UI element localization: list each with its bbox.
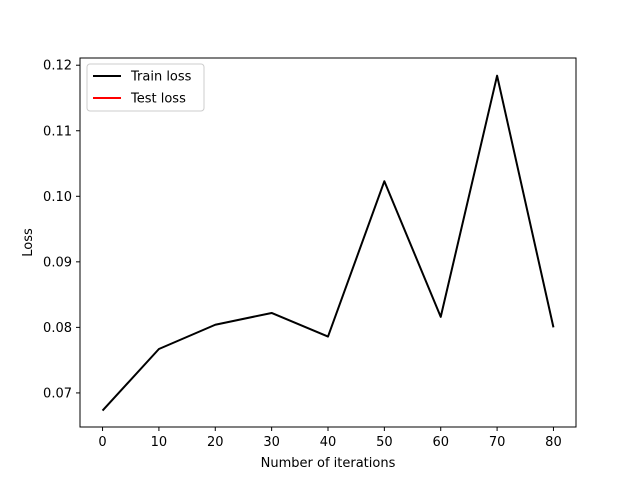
legend-label-test-loss: Test loss [130,92,186,107]
series-line-train-loss [101,74,555,412]
y-tick-label: 0.07 [43,386,72,401]
series-layer [101,74,555,412]
y-tick-label: 0.08 [43,321,72,336]
x-tick-label: 40 [320,435,337,450]
x-tick-label: 80 [545,435,562,450]
x-tick-label: 10 [151,435,168,450]
x-tick-label: 50 [376,435,393,450]
x-tick-label: 30 [263,435,280,450]
y-tick-label: 0.10 [43,190,72,205]
plot-area [80,58,576,427]
y-axis-label: Loss [21,228,36,257]
x-axis: 0 10 20 30 40 50 60 70 80 [98,427,562,450]
y-tick-label: 0.09 [43,255,72,270]
x-axis-label: Number of iterations [261,456,396,471]
x-tick-label: 0 [98,435,106,450]
y-axis: 0.07 0.08 0.09 0.10 0.11 0.12 [43,59,80,401]
legend: Train loss Test loss [86,63,205,112]
x-tick-label: 20 [207,435,224,450]
y-tick-label: 0.11 [43,124,72,139]
x-tick-label: 60 [432,435,449,450]
legend-label-train-loss: Train loss [130,70,192,85]
y-tick-label: 0.12 [43,59,72,74]
x-tick-label: 70 [489,435,506,450]
